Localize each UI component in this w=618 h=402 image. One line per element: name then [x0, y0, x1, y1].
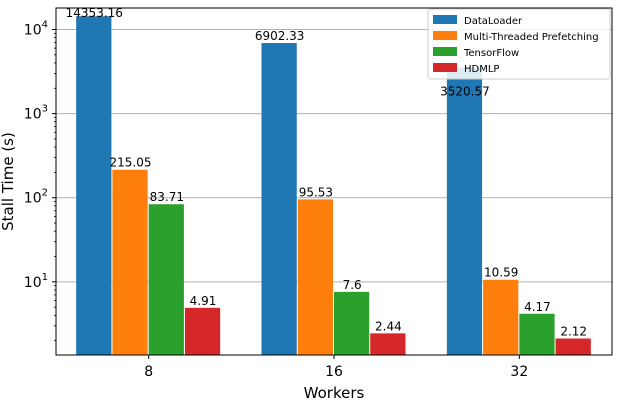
bar-value-label: 83.71	[150, 190, 184, 204]
bar	[370, 333, 406, 355]
legend-label: HDMLP	[464, 64, 499, 75]
bar	[184, 307, 221, 355]
bar	[148, 204, 184, 355]
x-tick-label: 8	[144, 364, 153, 380]
legend-swatch	[433, 47, 457, 56]
legend-label: TensorFlow	[463, 48, 519, 59]
legend: DataLoader Multi-Threaded Prefetching Tens…	[427, 8, 611, 80]
y-tick-label: 103	[24, 104, 48, 123]
bar-value-label: 2.44	[375, 319, 402, 333]
x-axis-label: Workers	[304, 384, 365, 402]
bar-value-label: 3520.57	[440, 85, 490, 99]
bar-value-label: 4.91	[190, 294, 217, 308]
bar	[297, 199, 333, 355]
data-labels: 14353.16 215.05 83.71 4.91 6902.33 95.53 7.6 2.…	[66, 6, 587, 339]
x-tick-label: 32	[510, 364, 528, 380]
bar-value-label: 215.05	[110, 156, 152, 170]
bars	[76, 16, 591, 356]
y-axis-ticks: 101 102 103 104	[24, 19, 56, 342]
legend-swatch	[433, 63, 457, 72]
legend-label: Multi-Threaded Prefetching	[464, 32, 599, 43]
bar-value-label: 95.53	[299, 185, 333, 199]
bar	[76, 16, 112, 356]
bar	[261, 43, 297, 356]
bar-value-label: 6902.33	[255, 29, 305, 43]
bar-value-label: 7.6	[343, 278, 362, 292]
bar	[483, 279, 519, 355]
y-tick-label: 101	[24, 272, 48, 291]
y-tick-label: 104	[24, 19, 48, 38]
bar-value-label: 4.17	[524, 300, 551, 314]
bar	[112, 169, 148, 355]
bar	[519, 313, 555, 355]
bar	[555, 338, 591, 355]
bar	[446, 67, 483, 355]
x-axis-ticks: 8 16 32	[144, 355, 528, 380]
x-tick-label: 16	[325, 364, 343, 380]
legend-label: DataLoader	[464, 16, 523, 27]
bar-value-label: 10.59	[484, 266, 518, 280]
y-axis-label: Stall Time (s)	[0, 132, 17, 231]
y-tick-label: 102	[24, 188, 48, 207]
legend-swatch	[433, 15, 457, 24]
bar-value-label: 14353.16	[66, 6, 123, 20]
bar-value-label: 2.12	[560, 325, 587, 339]
legend-swatch	[433, 31, 457, 40]
legend-box	[427, 8, 611, 80]
bar	[334, 291, 370, 355]
